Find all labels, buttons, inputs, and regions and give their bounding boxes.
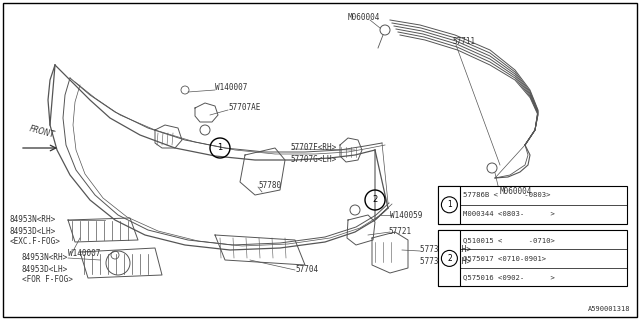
Text: 84953D<LH>: 84953D<LH> [10, 227, 56, 236]
Text: 57704: 57704 [295, 266, 318, 275]
Text: 57780: 57780 [258, 180, 281, 189]
Bar [438, 186, 627, 224]
Text: 84953D<LH>: 84953D<LH> [22, 265, 68, 274]
Text: M000344 <0803-      >: M000344 <0803- > [463, 212, 556, 217]
Text: 57721: 57721 [388, 228, 411, 236]
Text: 57707AE: 57707AE [228, 103, 260, 113]
Text: W140059: W140059 [390, 211, 422, 220]
Text: 84953N<RH>: 84953N<RH> [10, 215, 56, 225]
Text: 57711: 57711 [452, 37, 475, 46]
Bar [438, 186, 460, 224]
Text: W140007: W140007 [68, 249, 100, 258]
Text: 1: 1 [218, 143, 223, 153]
Text: 57707G<LH>: 57707G<LH> [290, 156, 336, 164]
Text: FRONT: FRONT [28, 124, 56, 140]
Text: 1: 1 [447, 200, 452, 209]
Text: M060004: M060004 [500, 188, 532, 196]
Text: 5773 1B<LH>: 5773 1B<LH> [420, 258, 471, 267]
Text: A590001318: A590001318 [588, 306, 630, 312]
Text: M060004: M060004 [348, 13, 380, 22]
Text: 57786B <      -0803>: 57786B < -0803> [463, 192, 551, 198]
Text: 57707F<RH>: 57707F<RH> [290, 143, 336, 153]
Text: Q575016 <0902-      >: Q575016 <0902- > [463, 274, 556, 280]
Bar [438, 230, 627, 286]
Bar [438, 230, 460, 286]
Text: 2: 2 [372, 196, 378, 204]
Text: 2: 2 [447, 254, 452, 263]
Text: Q575017 <0710-0901>: Q575017 <0710-0901> [463, 255, 547, 261]
Text: 5773 1A<RH>: 5773 1A<RH> [420, 245, 471, 254]
Text: <EXC.F-FOG>: <EXC.F-FOG> [10, 237, 61, 246]
Text: <FOR F-FOG>: <FOR F-FOG> [22, 276, 73, 284]
Text: W140007: W140007 [215, 83, 248, 92]
Text: 84953N<RH>: 84953N<RH> [22, 253, 68, 262]
Text: Q510015 <      -0710>: Q510015 < -0710> [463, 237, 556, 243]
